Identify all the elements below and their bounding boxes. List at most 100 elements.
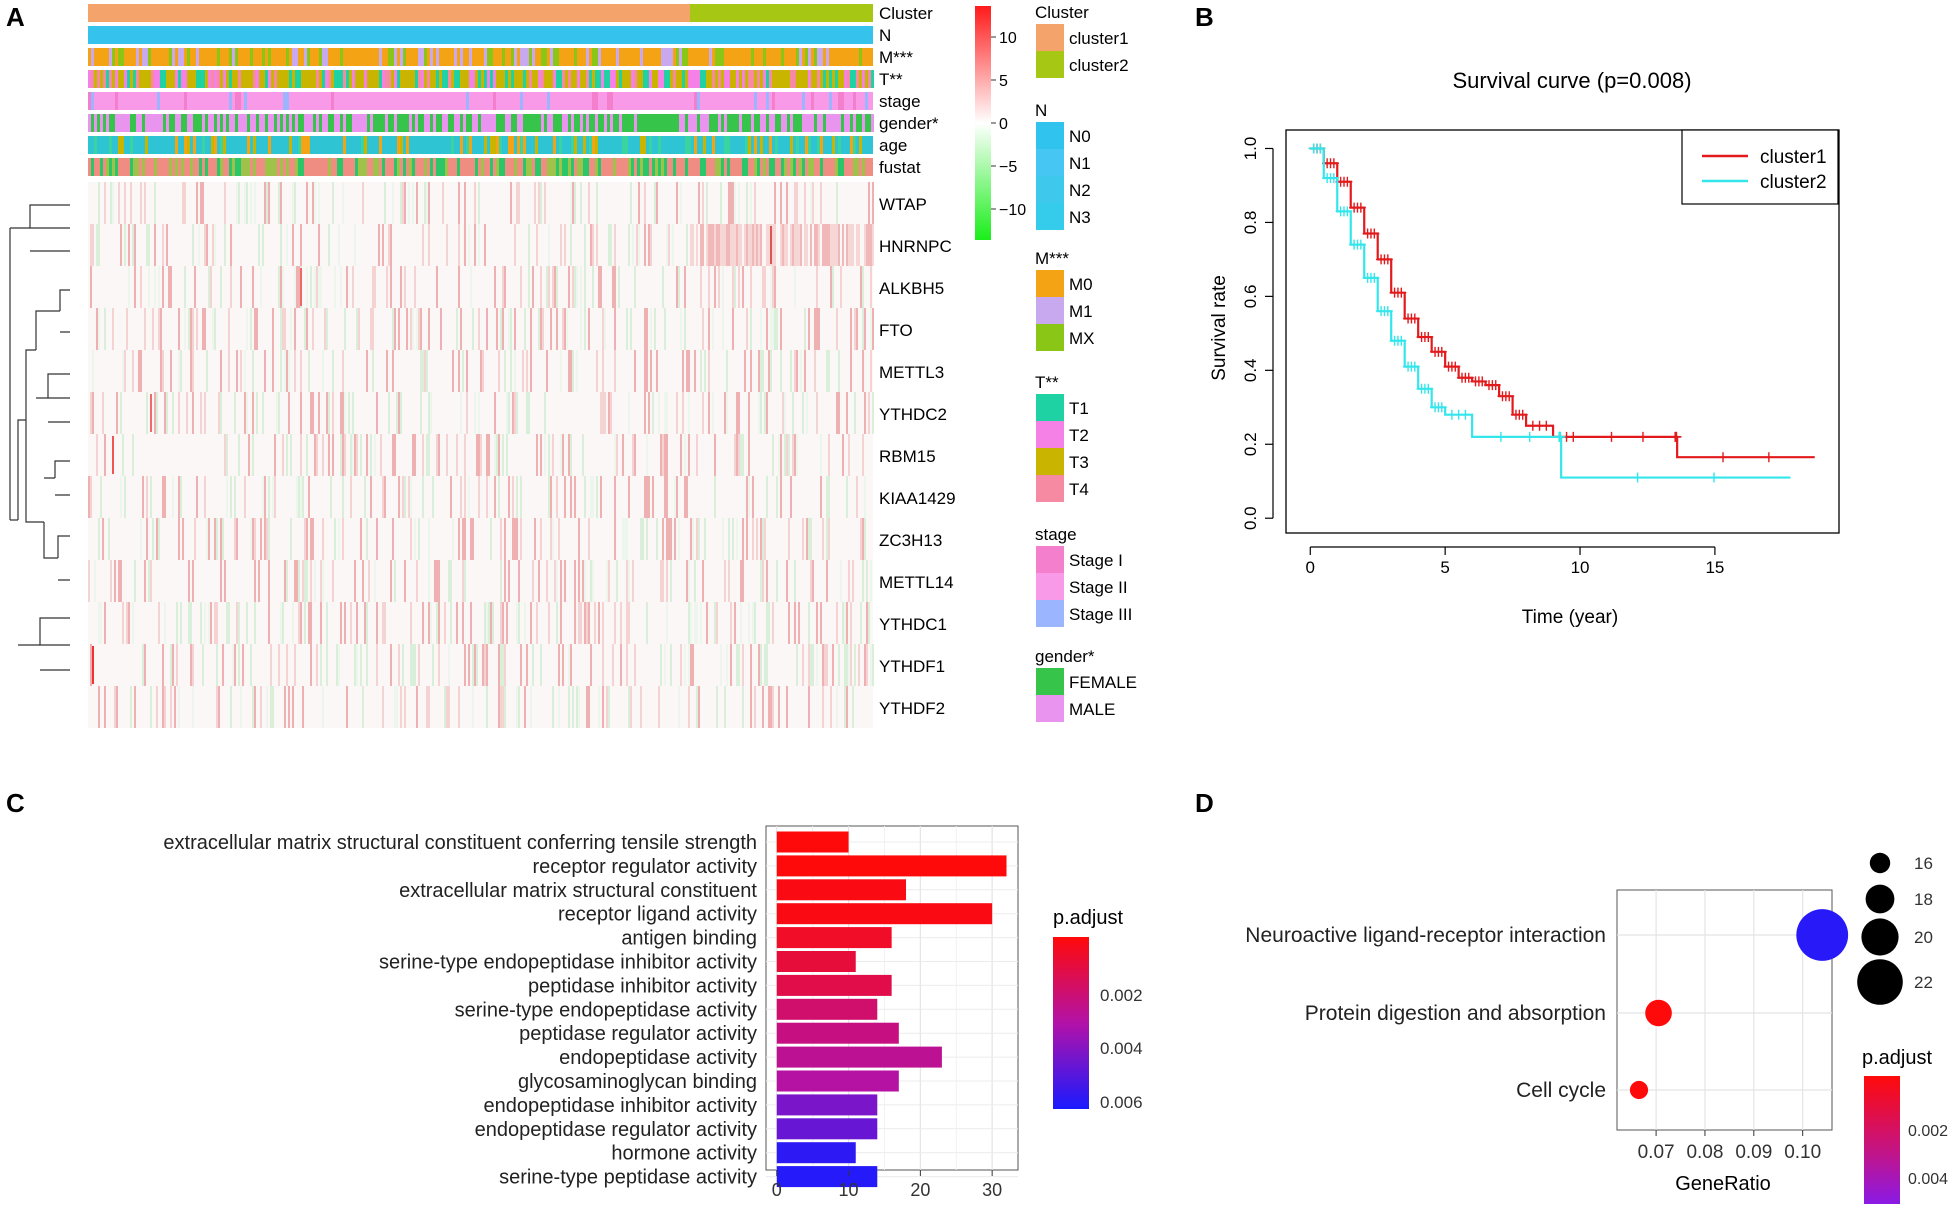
heatmap-cell-stripe xyxy=(864,308,866,350)
heatmap-cell-stripe xyxy=(140,518,142,560)
track-fustat-stripe xyxy=(820,158,823,176)
heatmap-cell-stripe xyxy=(192,350,194,392)
track-gender-stripe xyxy=(580,114,583,132)
track-age-stripe xyxy=(460,136,463,154)
heatmap-cell-stripe xyxy=(714,224,716,266)
heatmap-cell-stripe xyxy=(628,392,630,434)
heatmap-cell-stripe xyxy=(764,518,766,560)
track-gender-stripe xyxy=(250,114,253,132)
heatmap-cell-stripe xyxy=(836,182,838,224)
track-fustat-stripe xyxy=(442,158,445,176)
track-t-stripe xyxy=(598,70,601,88)
heatmap-cell-stripe xyxy=(92,392,94,434)
heatmap-cell-stripe xyxy=(796,644,798,686)
heatmap-cell-stripe xyxy=(688,644,690,686)
track-age-stripe xyxy=(304,136,307,154)
heatmap-cell-stripe xyxy=(176,602,178,644)
heatmap-cell-stripe xyxy=(664,392,666,434)
heatmap-cell-stripe xyxy=(806,392,808,434)
gene-label-mettl14: METTL14 xyxy=(879,573,954,592)
heatmap-cell-stripe xyxy=(244,182,246,224)
heatmap-cell-stripe xyxy=(464,518,466,560)
heatmap-cell-stripe xyxy=(664,308,666,350)
bar-glycosaminoglycan-binding xyxy=(776,1070,899,1092)
heatmap-cell-stripe xyxy=(644,350,646,392)
heatmap-cell-stripe xyxy=(182,518,184,560)
heatmap-cell-stripe xyxy=(724,224,726,266)
track-m-stripe xyxy=(436,48,439,66)
heatmap-cell-stripe xyxy=(688,434,690,476)
track-gender-stripe xyxy=(739,114,742,132)
heatmap-cell-stripe xyxy=(270,686,272,728)
heatmap-cell-stripe xyxy=(474,224,476,266)
dotplot-colorbar-tick-label: 0.004 xyxy=(1908,1171,1948,1188)
heatmap-cell-stripe xyxy=(266,518,268,560)
heatmap-cell-stripe xyxy=(192,644,194,686)
heatmap-cell-stripe xyxy=(450,602,452,644)
heatmap-cell-stripe xyxy=(788,602,790,644)
legend-swatch-t1 xyxy=(1036,394,1064,421)
heatmap-cell-stripe xyxy=(120,224,122,266)
heatmap-cell-stripe xyxy=(210,602,212,644)
heatmap-cell-stripe xyxy=(534,182,536,224)
heatmap-cell-stripe xyxy=(784,392,786,434)
track-t-stripe xyxy=(589,70,592,88)
heatmap-cell-stripe xyxy=(812,644,814,686)
track-fustat-stripe xyxy=(238,158,241,176)
heatmap-cell-stripe xyxy=(810,182,812,224)
barplot-x-tick-label: 30 xyxy=(982,1180,1002,1200)
track-gender-stripe xyxy=(139,114,142,132)
track-gender-stripe xyxy=(115,114,118,132)
track-fustat-stripe xyxy=(577,158,580,176)
heatmap-cell-stripe xyxy=(182,182,184,224)
heatmap-cell-stripe xyxy=(562,308,564,350)
heatmap-cell-stripe xyxy=(410,644,412,686)
track-t-stripe xyxy=(493,70,496,88)
heatmap-cell-stripe xyxy=(770,266,772,308)
track-age-stripe xyxy=(397,136,400,154)
heatmap-cell-stripe xyxy=(570,182,572,224)
heatmap-cell-stripe xyxy=(750,266,752,308)
heatmap-cell-stripe xyxy=(734,224,736,266)
heatmap-cell-stripe xyxy=(856,476,858,518)
legend-swatch-stage-i xyxy=(1036,546,1064,573)
heatmap-cell-stripe xyxy=(746,308,748,350)
heatmap-cell-stripe xyxy=(546,350,548,392)
heatmap-cell-stripe xyxy=(768,350,770,392)
heatmap-cell-stripe xyxy=(154,266,156,308)
gene-label-hnrnpc: HNRNPC xyxy=(879,237,952,256)
track-gender-stripe xyxy=(145,114,148,132)
heatmap-cell-stripe xyxy=(332,560,334,602)
heatmap-cell-stripe xyxy=(196,476,198,518)
heatmap-cell-stripe xyxy=(564,224,566,266)
track-t-stripe xyxy=(472,70,475,88)
track-gender-stripe xyxy=(262,114,265,132)
heatmap-cell-stripe xyxy=(268,602,270,644)
track-t-stripe xyxy=(697,70,700,88)
heatmap-cell-stripe xyxy=(734,266,736,308)
heatmap-cell-stripe xyxy=(416,560,418,602)
track-fustat-stripe xyxy=(763,158,766,176)
heatmap-cell-stripe xyxy=(192,392,194,434)
heatmap-cell-stripe xyxy=(458,224,460,266)
heatmap-cell-stripe xyxy=(228,350,230,392)
heatmap-cell-stripe xyxy=(464,434,466,476)
track-age-stripe xyxy=(685,136,688,154)
heatmap-cell-stripe xyxy=(280,308,282,350)
heatmap-cell-stripe xyxy=(496,308,498,350)
track-t-stripe xyxy=(643,70,646,88)
heatmap-cell-stripe xyxy=(462,602,464,644)
heatmap-cell-stripe xyxy=(248,434,250,476)
heatmap-cell-stripe xyxy=(428,182,430,224)
track-gender-stripe xyxy=(808,114,811,132)
heatmap-cell-stripe xyxy=(502,686,504,728)
track-t-stripe xyxy=(469,70,472,88)
track-fustat-stripe xyxy=(199,158,202,176)
heatmap-cell-stripe xyxy=(428,392,430,434)
heatmap-cell-stripe xyxy=(822,686,824,728)
heatmap-cell-stripe xyxy=(226,434,228,476)
track-t-stripe xyxy=(559,70,562,88)
heatmap-cell-stripe xyxy=(96,434,98,476)
heatmap-cell-stripe xyxy=(418,518,420,560)
heatmap-cell-stripe xyxy=(798,602,800,644)
